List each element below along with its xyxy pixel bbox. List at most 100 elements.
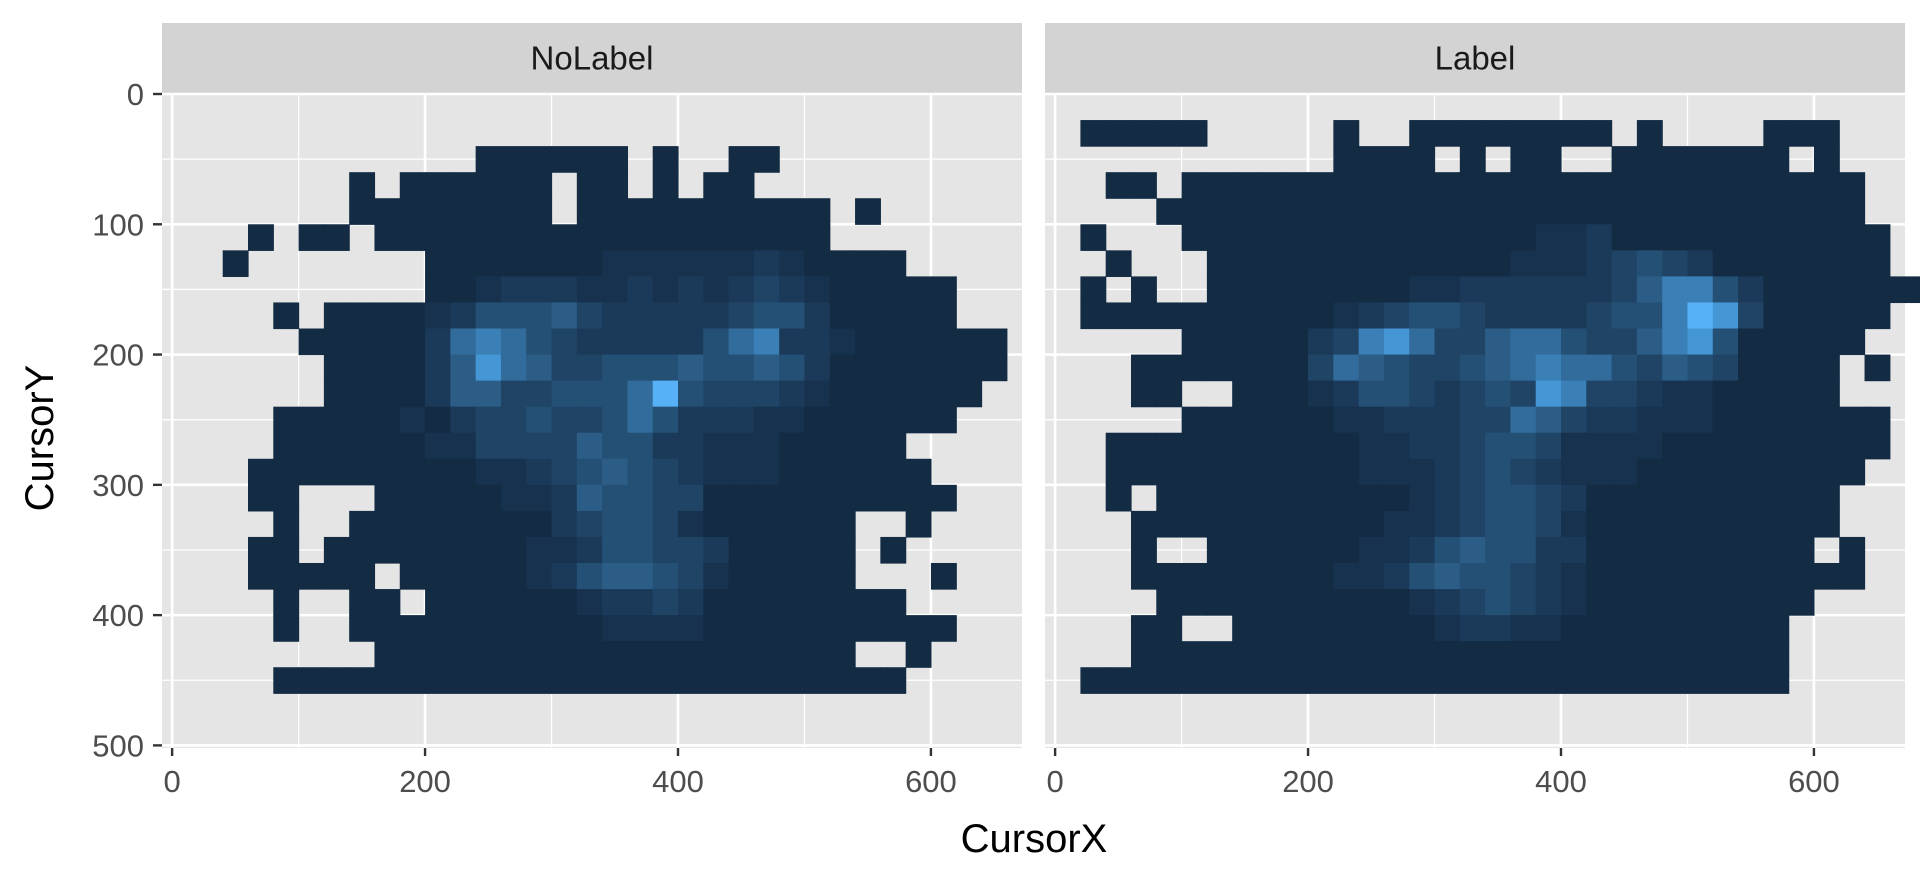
heatmap-cell	[652, 484, 679, 512]
heatmap-cell	[1738, 354, 1764, 382]
heatmap-cell	[1813, 276, 1840, 304]
heatmap-cell	[1561, 302, 1587, 330]
heatmap-cell	[450, 510, 477, 538]
heatmap-cell	[1535, 536, 1562, 564]
heatmap-cell	[1636, 354, 1663, 382]
heatmap-cell	[551, 250, 578, 277]
heatmap-cell	[1358, 510, 1385, 538]
heatmap-cell	[1282, 354, 1309, 382]
heatmap-cell	[627, 250, 654, 277]
heatmap-cell	[678, 536, 704, 564]
heatmap-cell	[1712, 250, 1739, 277]
heatmap-cell	[880, 328, 907, 356]
heatmap-cell	[450, 328, 477, 356]
heatmap-cell	[551, 380, 578, 408]
heatmap-cell	[1131, 380, 1157, 408]
heatmap-cell	[1813, 354, 1840, 382]
heatmap-cell	[1535, 615, 1562, 642]
heatmap-cell	[349, 563, 376, 590]
heatmap-cell	[1788, 484, 1815, 512]
heatmap-cell	[1611, 458, 1638, 486]
heatmap-cell	[576, 328, 603, 356]
heatmap-cell	[425, 432, 451, 460]
heatmap-cell	[425, 354, 451, 382]
heatmap-cell	[652, 563, 679, 590]
heatmap-cell	[500, 354, 527, 382]
heatmap-cell	[678, 276, 704, 304]
heatmap-cell	[652, 589, 679, 616]
heatmap-cell	[349, 510, 376, 538]
heatmap-cell	[526, 276, 553, 304]
heatmap-cell	[1763, 615, 1790, 642]
heatmap-cell	[1485, 198, 1512, 225]
heatmap-cell	[804, 302, 831, 330]
heatmap-cell	[1712, 458, 1739, 486]
heatmap-cell	[652, 146, 679, 173]
heatmap-cell	[1434, 302, 1461, 330]
heatmap-cell	[551, 276, 578, 304]
heatmap-cell	[1333, 458, 1360, 486]
heatmap-cell	[1813, 172, 1840, 199]
heatmap-cell	[1434, 120, 1461, 147]
heatmap-cell	[1712, 563, 1739, 590]
heatmap-cell	[779, 667, 806, 694]
heatmap-cell	[1813, 510, 1840, 538]
heatmap-cell	[1788, 432, 1815, 460]
heatmap-cell	[1839, 458, 1866, 486]
heatmap-cell	[1535, 120, 1562, 147]
heatmap-cell	[753, 198, 780, 225]
heatmap-cell	[425, 380, 451, 408]
heatmap-cell	[855, 354, 881, 382]
x-tick-label: 600	[905, 764, 957, 799]
heatmap-cell	[551, 328, 578, 356]
heatmap-cell	[450, 406, 477, 434]
heatmap-cell	[1383, 302, 1410, 330]
heatmap-cell	[703, 589, 730, 616]
heatmap-cell	[1131, 615, 1157, 642]
heatmap-cell	[1383, 172, 1410, 199]
heatmap-cell	[273, 406, 300, 434]
heatmap-cell	[1434, 198, 1461, 225]
heatmap-cell	[1383, 432, 1410, 460]
heatmap-cell	[1358, 667, 1385, 694]
heatmap-cell	[1434, 615, 1461, 642]
heatmap-cell	[1434, 589, 1461, 616]
heatmap-cell	[1712, 615, 1739, 642]
heatmap-cell	[576, 589, 603, 616]
heatmap-cell	[349, 328, 376, 356]
heatmap-cell	[1282, 667, 1309, 694]
heatmap-cell	[1459, 328, 1486, 356]
heatmap-cell	[1282, 172, 1309, 199]
heatmap-cell	[1156, 354, 1183, 382]
heatmap-cell	[323, 536, 350, 564]
heatmap-cell	[526, 641, 553, 668]
heatmap-cell	[1257, 432, 1284, 460]
heatmap-cell	[855, 406, 881, 434]
heatmap-cell	[500, 510, 527, 538]
heatmap-cell	[298, 224, 325, 251]
heatmap-cell	[829, 354, 856, 382]
heatmap-cell	[703, 615, 730, 642]
heatmap-cell	[1738, 250, 1764, 277]
heatmap-cell	[475, 589, 502, 616]
heatmap-cell	[1333, 484, 1360, 512]
heatmap-cell	[627, 224, 654, 251]
heatmap-cell	[1131, 354, 1157, 382]
heatmap-cell	[399, 536, 426, 564]
heatmap-cell	[551, 146, 578, 173]
x-axis-title: CursorX	[961, 817, 1108, 861]
heatmap-cell	[399, 198, 426, 225]
heatmap-cell	[1636, 432, 1663, 460]
heatmap-cell	[475, 198, 502, 225]
heatmap-cell	[1662, 172, 1689, 199]
heatmap-cell	[1206, 458, 1233, 486]
heatmap-cell	[450, 458, 477, 486]
heatmap-cell	[1687, 198, 1714, 225]
heatmap-cell	[1535, 146, 1562, 173]
heatmap-cell	[753, 458, 780, 486]
heatmap-cell	[728, 172, 755, 199]
heatmap-cell	[1459, 302, 1486, 330]
heatmap-cell	[576, 224, 603, 251]
heatmap-cell	[1308, 380, 1334, 408]
heatmap-cell	[222, 250, 249, 277]
